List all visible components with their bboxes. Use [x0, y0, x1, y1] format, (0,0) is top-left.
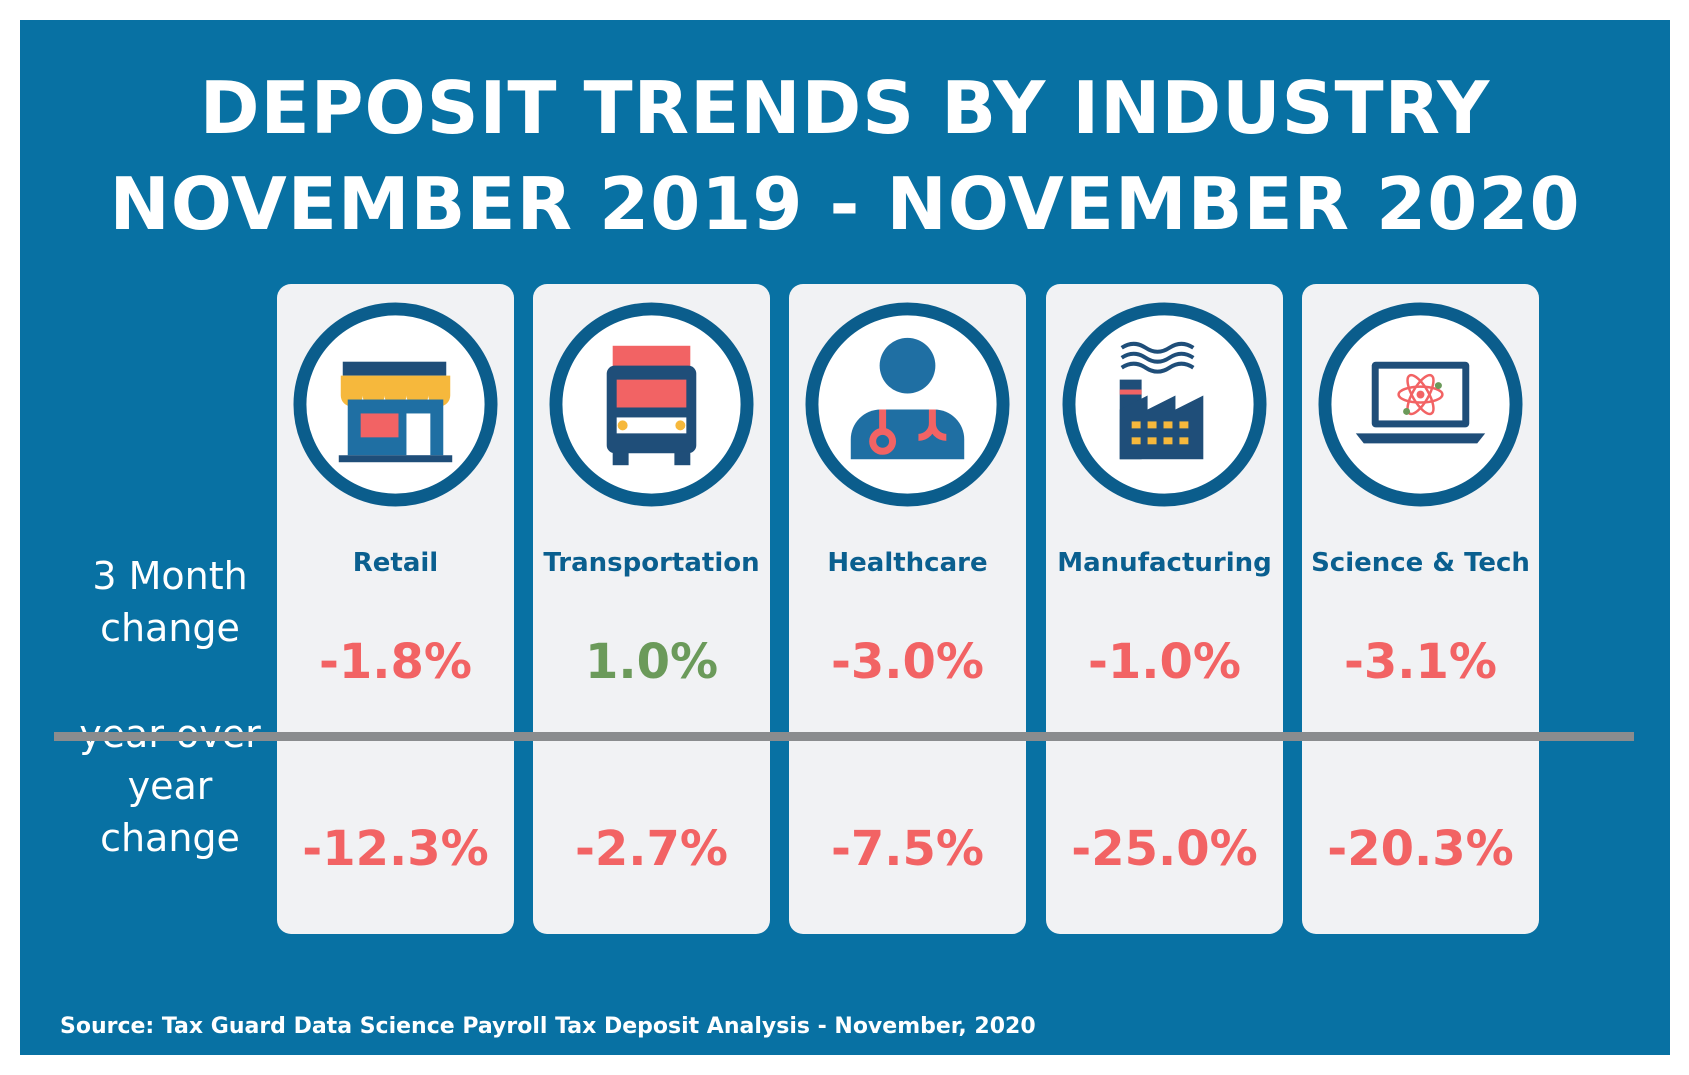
title-line-1: DEPOSIT TRENDS BY INDUSTRY [20, 60, 1670, 156]
laptop-atom-icon [1316, 300, 1525, 509]
title-line-2: NOVEMBER 2019 - NOVEMBER 2020 [20, 156, 1670, 252]
industry-label: Retail [277, 548, 514, 578]
infographic-frame: DEPOSIT TRENDS BY INDUSTRY NOVEMBER 2019… [20, 20, 1670, 1055]
industry-card-retail: Retail -1.8% -12.3% [277, 284, 514, 934]
yoy-value: -12.3% [277, 819, 514, 879]
industry-card-science-tech: Science & Tech -3.1% -20.3% [1302, 284, 1539, 934]
page-title: DEPOSIT TRENDS BY INDUSTRY NOVEMBER 2019… [20, 60, 1670, 252]
industry-label: Science & Tech [1302, 548, 1539, 578]
three-month-value: -3.0% [789, 632, 1026, 692]
yoy-value: -25.0% [1046, 819, 1283, 879]
row-label-line: change [60, 812, 280, 864]
yoy-value: -20.3% [1302, 819, 1539, 879]
row-label-three-month: 3 Month change [60, 550, 280, 654]
yoy-value: -2.7% [533, 819, 770, 879]
industry-card-manufacturing: Manufacturing -1.0% -25.0% [1046, 284, 1283, 934]
industry-label: Healthcare [789, 548, 1026, 578]
industry-label: Transportation [533, 548, 770, 578]
three-month-value: -1.8% [277, 632, 514, 692]
row-divider [54, 732, 1634, 741]
row-label-line: year [60, 760, 280, 812]
industry-card-transportation: Transportation 1.0% -2.7% [533, 284, 770, 934]
factory-icon [1060, 300, 1269, 509]
row-label-line: change [60, 602, 280, 654]
industry-card-healthcare: Healthcare -3.0% -7.5% [789, 284, 1026, 934]
row-label-line: 3 Month [60, 550, 280, 602]
three-month-value: -3.1% [1302, 632, 1539, 692]
three-month-value: 1.0% [533, 632, 770, 692]
industry-label: Manufacturing [1046, 548, 1283, 578]
store-icon [291, 300, 500, 509]
truck-icon [547, 300, 756, 509]
three-month-value: -1.0% [1046, 632, 1283, 692]
yoy-value: -7.5% [789, 819, 1026, 879]
source-note: Source: Tax Guard Data Science Payroll T… [60, 1014, 1036, 1039]
doctor-icon [803, 300, 1012, 509]
